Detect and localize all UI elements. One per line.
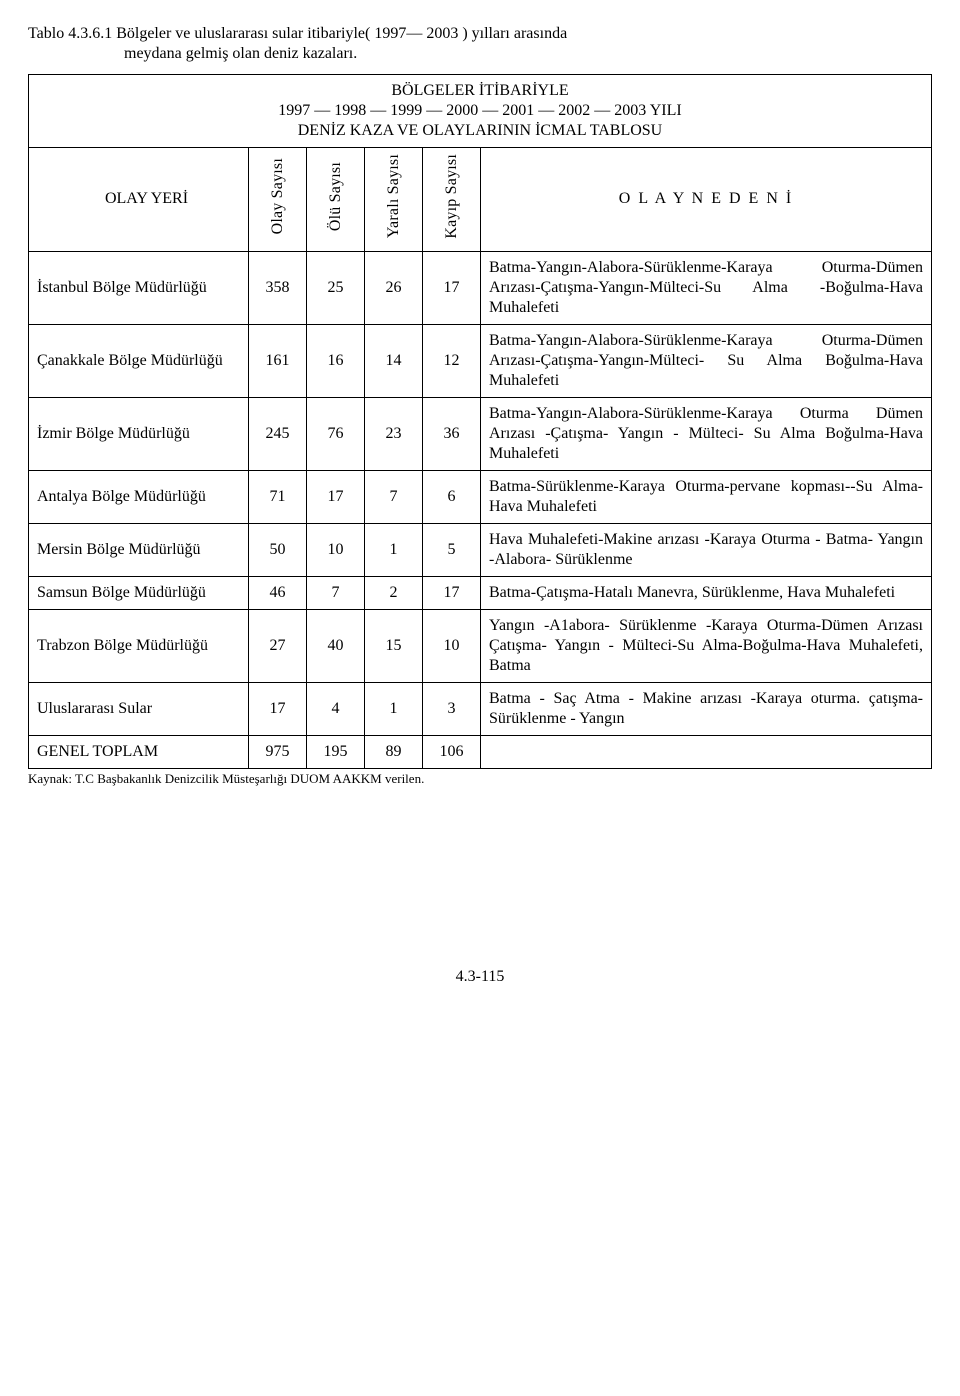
- table-footnote: Kaynak: T.C Başbakanlık Denizcilik Müste…: [28, 771, 932, 787]
- cell-olu: 7: [307, 576, 365, 609]
- total-row: GENEL TOPLAM 975 195 89 106: [29, 735, 932, 768]
- cell-yarali: 2: [365, 576, 423, 609]
- total-yarali: 89: [365, 735, 423, 768]
- table-header-row: OLAY YERİ Olay Sayısı Ölü Sayısı Yaralı …: [29, 148, 932, 252]
- table-row: Antalya Bölge Müdürlüğü711776Batma-Sürük…: [29, 470, 932, 523]
- cell-yarali: 14: [365, 324, 423, 397]
- table-row: Çanakkale Bölge Müdürlüğü161161412Batma-…: [29, 324, 932, 397]
- cell-loc: Antalya Bölge Müdürlüğü: [29, 470, 249, 523]
- table-row: Mersin Bölge Müdürlüğü501015Hava Muhalef…: [29, 523, 932, 576]
- cell-loc: Uluslararası Sular: [29, 682, 249, 735]
- table-title-l3: DENİZ KAZA VE OLAYLARININ İCMAL TABLOSU: [298, 122, 662, 139]
- col-header-olay-yeri: OLAY YERİ: [29, 148, 249, 252]
- total-olu: 195: [307, 735, 365, 768]
- col-header-olu-sayisi: Ölü Sayısı: [307, 148, 365, 252]
- cell-olay: 50: [249, 523, 307, 576]
- cell-loc: Çanakkale Bölge Müdürlüğü: [29, 324, 249, 397]
- cell-kayip: 5: [423, 523, 481, 576]
- table-row: Uluslararası Sular17413Batma - Saç Atma …: [29, 682, 932, 735]
- col-header-olay-sayisi-text: Olay Sayısı: [268, 158, 288, 234]
- cell-yarali: 23: [365, 397, 423, 470]
- table-title-l1: BÖLGELER İTİBARİYLE: [391, 82, 568, 99]
- table-title-row: BÖLGELER İTİBARİYLE 1997 — 1998 — 1999 —…: [29, 75, 932, 148]
- total-desc: [481, 735, 932, 768]
- cell-yarali: 1: [365, 682, 423, 735]
- caption-line-2: meydana gelmiş olan deniz kazaları.: [28, 44, 932, 64]
- cell-kayip: 10: [423, 609, 481, 682]
- cell-olay: 46: [249, 576, 307, 609]
- col-header-olay-nedeni: O L A Y N E D E N İ: [481, 148, 932, 252]
- cell-kayip: 36: [423, 397, 481, 470]
- page-footer: 4.3-115: [28, 967, 932, 987]
- total-olay: 975: [249, 735, 307, 768]
- accidents-table: BÖLGELER İTİBARİYLE 1997 — 1998 — 1999 —…: [28, 74, 932, 769]
- table-row: İstanbul Bölge Müdürlüğü358252617Batma-Y…: [29, 251, 932, 324]
- cell-olu: 25: [307, 251, 365, 324]
- cell-desc: Batma-Çatışma-Hatalı Manevra, Sürüklenme…: [481, 576, 932, 609]
- cell-desc: Batma-Yangın-Alabora-Sürüklenme-Karaya O…: [481, 397, 932, 470]
- col-header-olay-sayisi: Olay Sayısı: [249, 148, 307, 252]
- cell-olu: 40: [307, 609, 365, 682]
- col-header-olu-sayisi-text: Ölü Sayısı: [326, 162, 346, 231]
- col-header-kayip-sayisi: Kayıp Sayısı: [423, 148, 481, 252]
- table-title-cell: BÖLGELER İTİBARİYLE 1997 — 1998 — 1999 —…: [29, 75, 932, 148]
- cell-kayip: 6: [423, 470, 481, 523]
- cell-desc: Batma - Saç Atma - Makine arızası -Karay…: [481, 682, 932, 735]
- cell-yarali: 15: [365, 609, 423, 682]
- total-kayip: 106: [423, 735, 481, 768]
- cell-olu: 4: [307, 682, 365, 735]
- cell-yarali: 1: [365, 523, 423, 576]
- col-header-yarali-sayisi-text: Yaralı Sayısı: [384, 154, 404, 238]
- cell-olu: 76: [307, 397, 365, 470]
- cell-kayip: 17: [423, 576, 481, 609]
- cell-olu: 17: [307, 470, 365, 523]
- cell-olu: 16: [307, 324, 365, 397]
- cell-desc: Hava Muhalefeti-Makine arızası -Karaya O…: [481, 523, 932, 576]
- cell-olay: 71: [249, 470, 307, 523]
- col-header-kayip-sayisi-text: Kayıp Sayısı: [442, 154, 462, 239]
- cell-desc: Batma-Yangın-Alabora-Sürüklenme-Karaya O…: [481, 324, 932, 397]
- total-label: GENEL TOPLAM: [29, 735, 249, 768]
- caption-line-1: Tablo 4.3.6.1 Bölgeler ve uluslararası s…: [28, 24, 932, 44]
- cell-desc: Batma-Sürüklenme-Karaya Oturma-pervane k…: [481, 470, 932, 523]
- cell-desc: Yangın -A1abora- Sürüklenme -Karaya Otur…: [481, 609, 932, 682]
- cell-olay: 17: [249, 682, 307, 735]
- cell-yarali: 26: [365, 251, 423, 324]
- cell-loc: Trabzon Bölge Müdürlüğü: [29, 609, 249, 682]
- table-row: Trabzon Bölge Müdürlüğü27401510Yangın -A…: [29, 609, 932, 682]
- cell-loc: Samsun Bölge Müdürlüğü: [29, 576, 249, 609]
- table-row: İzmir Bölge Müdürlüğü245762336Batma-Yang…: [29, 397, 932, 470]
- col-header-yarali-sayisi: Yaralı Sayısı: [365, 148, 423, 252]
- cell-loc: İzmir Bölge Müdürlüğü: [29, 397, 249, 470]
- cell-olay: 245: [249, 397, 307, 470]
- cell-olay: 358: [249, 251, 307, 324]
- cell-kayip: 12: [423, 324, 481, 397]
- cell-olu: 10: [307, 523, 365, 576]
- cell-olay: 161: [249, 324, 307, 397]
- table-title-l2: 1997 — 1998 — 1999 — 2000 — 2001 — 2002 …: [278, 102, 681, 119]
- cell-yarali: 7: [365, 470, 423, 523]
- cell-kayip: 17: [423, 251, 481, 324]
- cell-desc: Batma-Yangın-Alabora-Sürüklenme-Karaya O…: [481, 251, 932, 324]
- table-row: Samsun Bölge Müdürlüğü467217Batma-Çatışm…: [29, 576, 932, 609]
- cell-kayip: 3: [423, 682, 481, 735]
- cell-loc: Mersin Bölge Müdürlüğü: [29, 523, 249, 576]
- cell-loc: İstanbul Bölge Müdürlüğü: [29, 251, 249, 324]
- table-caption: Tablo 4.3.6.1 Bölgeler ve uluslararası s…: [28, 24, 932, 64]
- cell-olay: 27: [249, 609, 307, 682]
